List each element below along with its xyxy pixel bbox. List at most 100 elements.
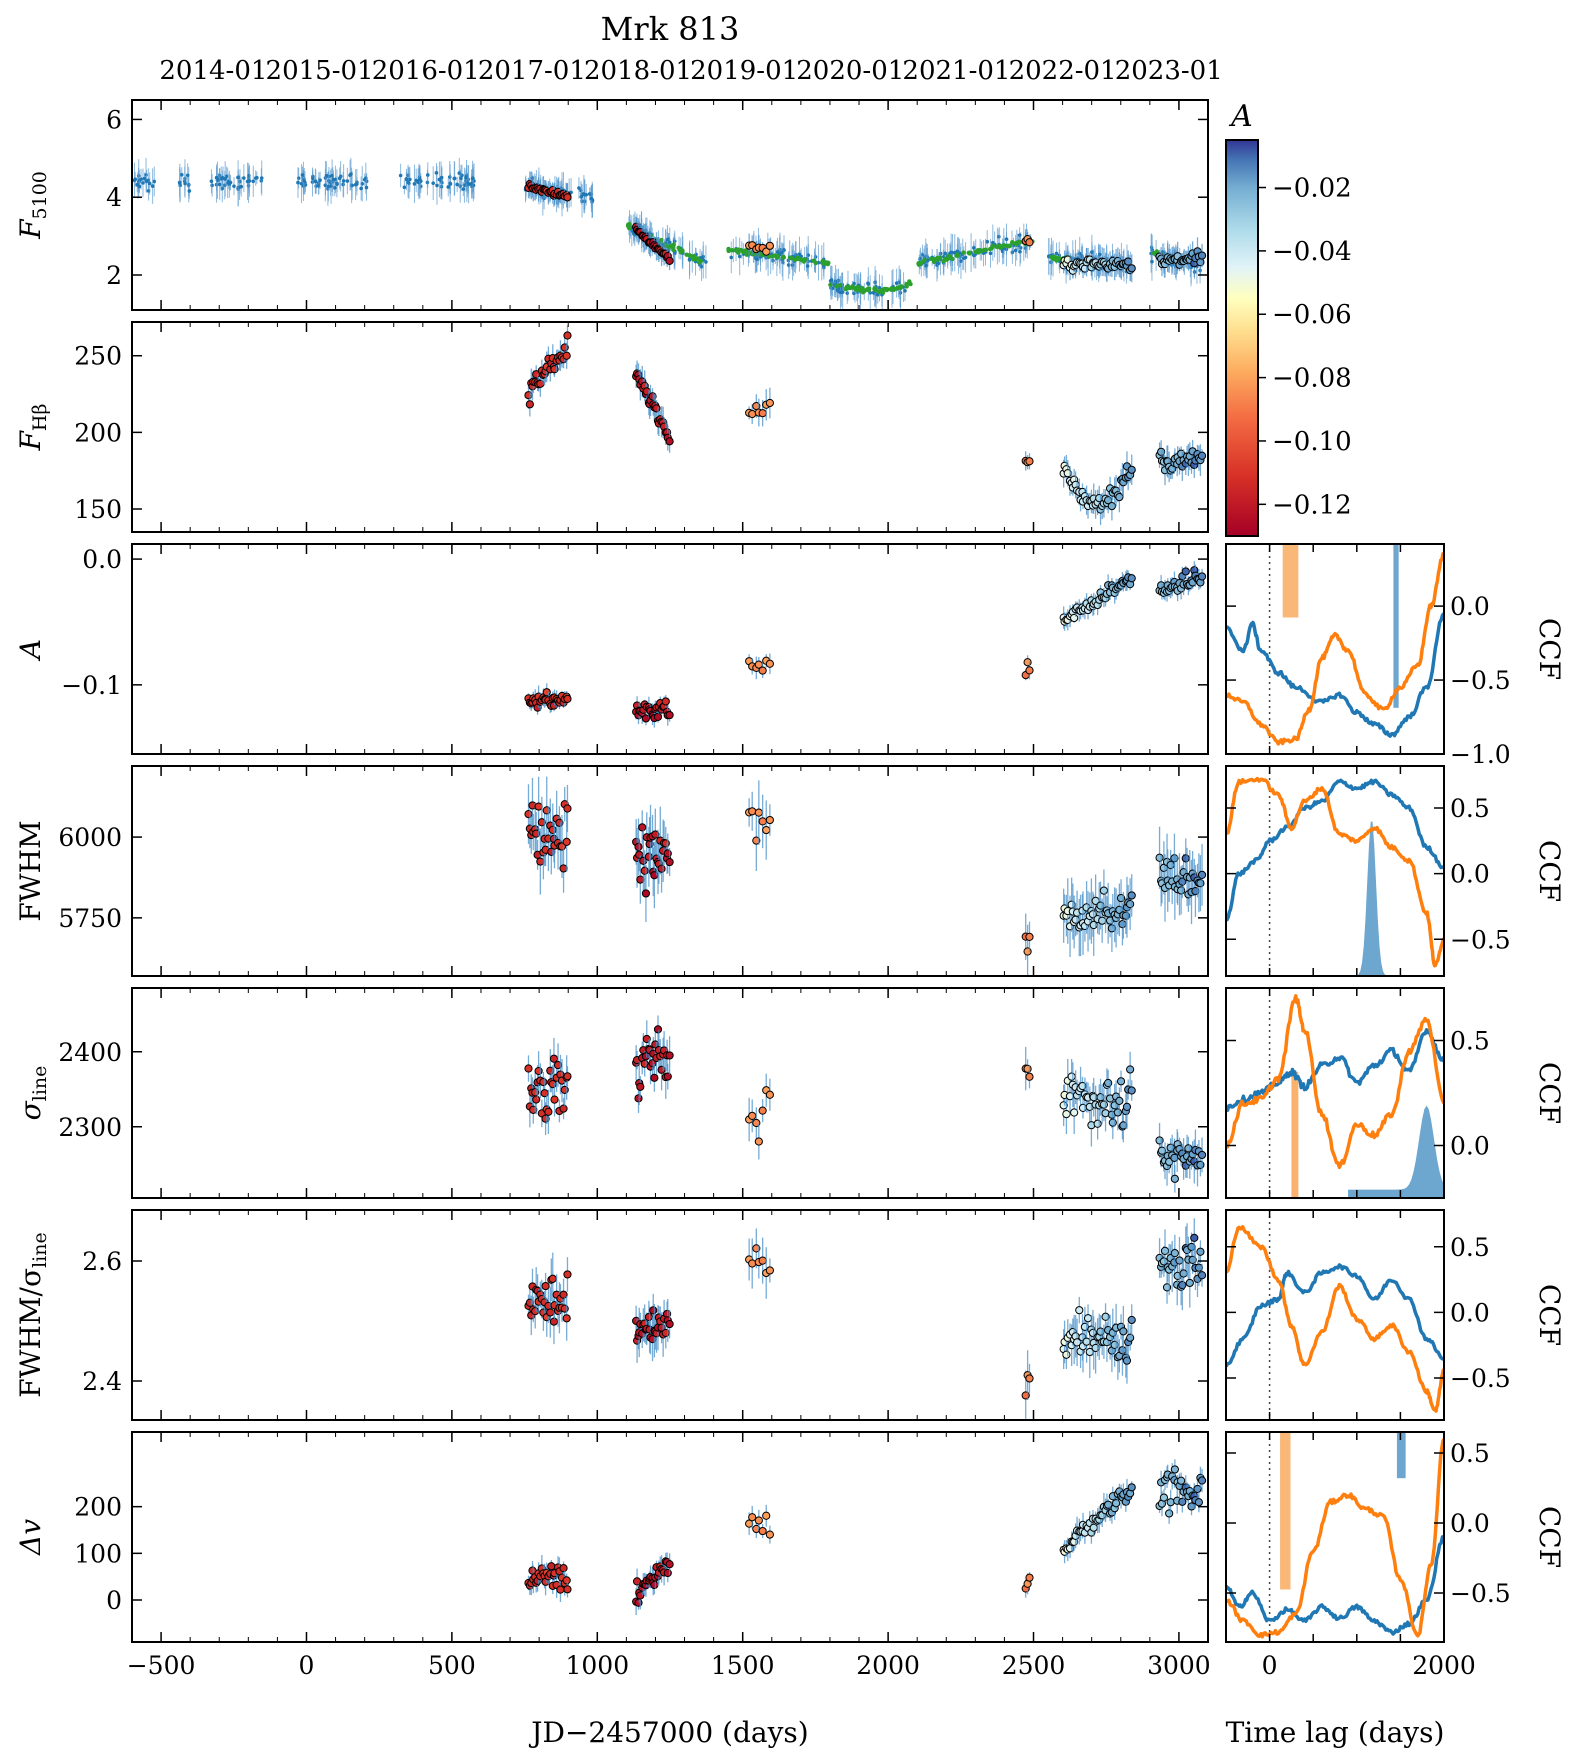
epoch-point [1177, 1476, 1186, 1485]
epoch-point [653, 712, 663, 722]
epoch-point [541, 1281, 550, 1291]
ccf-y-axis-label: CCF [1533, 1062, 1566, 1124]
epoch-point [765, 398, 774, 408]
epoch-point [563, 804, 572, 813]
epoch-point [563, 331, 572, 340]
continuum-point [133, 177, 138, 182]
epoch-point [1025, 1573, 1034, 1582]
epoch-point [1126, 1065, 1135, 1074]
continuum-point [232, 184, 236, 188]
y-tick-label: 4 [106, 183, 122, 212]
model-point [908, 281, 913, 287]
continuum-point [331, 177, 336, 182]
colorbar-bar [1225, 139, 1259, 537]
epoch-point [661, 697, 670, 706]
y-axis-label: FHβ [14, 403, 51, 451]
continuum-point [214, 175, 219, 180]
ccf-data [1226, 544, 1444, 754]
epoch-point [1062, 1350, 1071, 1359]
epoch-point [1059, 1101, 1068, 1110]
model-point [961, 250, 966, 255]
lag-histogram-blue [1393, 544, 1399, 708]
continuum-point [448, 182, 453, 186]
epoch-point [534, 1066, 543, 1076]
epoch-point [665, 437, 674, 446]
model-point [872, 286, 877, 291]
epoch-point [663, 849, 672, 858]
epoch-point [758, 1256, 767, 1265]
continuum-point [924, 263, 928, 268]
model-point [920, 260, 925, 265]
epoch-point [1113, 1108, 1122, 1117]
panel-frame [131, 321, 1209, 533]
colorbar-label: A [1228, 99, 1253, 134]
x-tick-label: 500 [428, 1651, 476, 1680]
continuum-point [949, 250, 953, 255]
epoch-point [546, 1308, 555, 1317]
ccf-frame [1225, 543, 1445, 755]
model-point [935, 257, 941, 262]
model-point [916, 262, 922, 267]
continuum-point [1150, 259, 1154, 264]
continuum-point [345, 179, 350, 183]
model-point [855, 284, 860, 290]
continuum-point [471, 176, 475, 181]
continuum-point [775, 250, 780, 254]
y-tick-label: 5750 [58, 904, 122, 933]
continuum-point [398, 173, 403, 178]
epoch-point [1088, 910, 1098, 919]
epoch-point [1181, 854, 1190, 863]
epoch-point [1122, 1102, 1132, 1111]
top-date-label: 2021-01 [902, 56, 1010, 86]
epoch-point [1098, 916, 1107, 925]
ccf-y-axis-label: CCF [1533, 840, 1566, 902]
epoch-point [651, 830, 660, 839]
ccf-y-axis-label: CCF [1533, 618, 1566, 680]
continuum-point [242, 176, 246, 180]
epoch-point [1157, 447, 1166, 456]
continuum-point [829, 278, 834, 282]
ccf-panel-dv-ccf: −0.5 0.0 0.5 CCF 0 2000 [1225, 1431, 1566, 1680]
epoch-point [1166, 860, 1175, 870]
ccf-panel-FWHM-ccf: −0.5 0.0 0.5 CCF [1225, 765, 1566, 977]
epoch-point [1197, 451, 1207, 460]
epoch-point [1190, 1233, 1199, 1242]
model-point [928, 256, 934, 261]
epoch-point [1126, 1333, 1135, 1342]
ccf-panel-A-ccf: −1.0 −0.5 0.0 CCF [1225, 543, 1566, 769]
model-point [904, 284, 909, 289]
panel-frame [131, 543, 1209, 755]
epoch-point [1070, 613, 1079, 623]
epoch-point [544, 1107, 553, 1116]
epoch-point [1194, 1498, 1203, 1507]
continuum-point [255, 175, 259, 180]
ccf-y-tick-label: 0.5 [1450, 1027, 1490, 1056]
epoch-point [748, 807, 757, 816]
continuum-point [355, 182, 359, 186]
epoch-point [555, 818, 564, 827]
x-tick-label: 1000 [565, 1651, 629, 1680]
epoch-point [1170, 1465, 1179, 1474]
epoch-point [1170, 1174, 1179, 1183]
panel-FWHM: 5750 6000 FWHM [14, 765, 1209, 977]
epoch-point [641, 714, 651, 723]
epoch-point [563, 1585, 572, 1594]
panel-data [524, 561, 1207, 728]
epoch-point [1108, 1118, 1117, 1127]
continuum-point [936, 260, 940, 265]
model-point [698, 258, 704, 264]
epoch-point [765, 659, 774, 668]
epoch-point [1025, 1374, 1034, 1383]
epoch-point [653, 1025, 663, 1034]
continuum-point [805, 264, 810, 268]
y-tick-label: 150 [74, 495, 122, 524]
epoch-point [754, 1516, 763, 1525]
y-axis-label: Δv [14, 1519, 47, 1556]
ccf-panel-sigma-ccf: 0.0 0.5 CCF [1225, 987, 1566, 1199]
model-point [891, 287, 897, 292]
top-date-label: 2022-01 [1009, 56, 1117, 86]
continuum-point [408, 177, 412, 182]
epoch-point [634, 1598, 643, 1607]
continuum-point [943, 251, 948, 256]
